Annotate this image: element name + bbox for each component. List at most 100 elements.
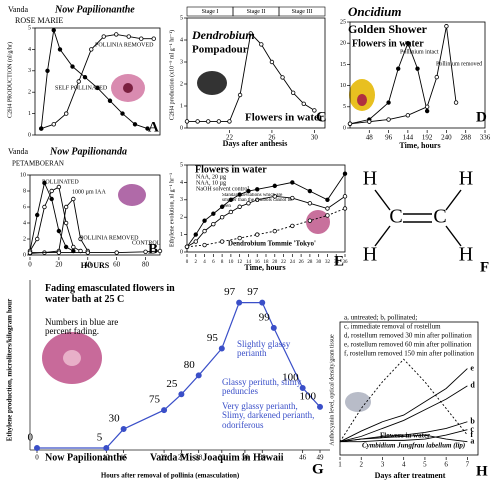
x-tick-label: 96 (385, 134, 393, 142)
annotation: Very glassy perianth, Slimy, darkened pe… (222, 402, 314, 430)
annotation: Slightly glassy perianth (237, 340, 290, 358)
data-point (280, 75, 285, 80)
data-point (42, 204, 47, 210)
data-point (246, 188, 251, 194)
y-tick-label: 3 (180, 197, 183, 203)
flower-photo (123, 83, 133, 93)
annotation: Vanda (8, 5, 28, 14)
x-tick-label: 1 (338, 461, 342, 469)
series-line (339, 421, 468, 443)
data-point (255, 197, 260, 202)
data-point (71, 196, 76, 202)
data-point (396, 66, 401, 71)
data-point (211, 211, 216, 216)
data-point (367, 119, 372, 124)
data-point (107, 98, 113, 103)
panel-label: D (476, 109, 487, 125)
data-point (206, 119, 211, 124)
data-point (157, 248, 163, 254)
bond (445, 225, 462, 247)
x-tick-label: 4 (203, 260, 206, 265)
annotation: Pompadour (192, 44, 248, 56)
x-tick-label: 3 (381, 461, 385, 469)
data-point (342, 194, 348, 199)
x-tick-label: 25 (178, 454, 186, 462)
y-tick-label: 10 (340, 83, 346, 89)
data-point (237, 92, 243, 98)
annotation: Oncidium (348, 4, 401, 19)
y-tick-label: 2 (23, 236, 26, 242)
series-line (339, 385, 468, 443)
data-point (255, 232, 260, 237)
data-point (272, 183, 277, 189)
data-point (219, 214, 225, 220)
legend-entry: e, rostellum removed 60 min after pollin… (344, 341, 472, 349)
series-label: c (470, 425, 474, 434)
x-tick-label: 32 (218, 454, 226, 462)
data-point (342, 171, 348, 176)
data-point (269, 59, 275, 65)
x-axis-label: Time, hours (244, 263, 285, 272)
data-point (95, 85, 100, 91)
data-point (307, 188, 313, 194)
series-line (349, 26, 457, 125)
x-tick-label: 6 (444, 461, 448, 469)
y-tick-label: 2 (180, 81, 183, 87)
x-tick-label: 28 (307, 260, 313, 265)
data-point (103, 444, 110, 451)
annotation: Numbers in blue are percent fading. (45, 318, 119, 337)
data-point (290, 90, 296, 95)
x-tick-label: 26 (299, 260, 305, 265)
flower-photo (306, 210, 330, 234)
stage-box (278, 6, 326, 17)
data-point (272, 228, 277, 234)
y-tick-label: 1 (180, 103, 183, 109)
data-point (42, 180, 47, 186)
data-point (342, 206, 348, 211)
panel-label: G (312, 461, 324, 477)
x-axis-label: Hours after removal of pollinia (emascul… (101, 472, 240, 480)
atom: H (363, 168, 377, 190)
atom: H (459, 168, 473, 190)
data-point (64, 111, 69, 116)
fading-label: 25 (166, 378, 178, 390)
x-tick-label: 48 (366, 134, 374, 142)
data-point (63, 220, 69, 226)
data-point (405, 113, 411, 118)
legend-entry: a, untreated; b, pollinated; (344, 314, 417, 322)
annotation: Vanda Miss Joaquim in Hawaii (150, 452, 284, 463)
x-tick-label: 192 (422, 134, 433, 142)
data-point (56, 184, 62, 190)
series-label: 1000 µm IAA (72, 189, 106, 195)
y-tick-label: 1 (180, 232, 183, 238)
x-tick-label: 20 (55, 261, 63, 269)
y-tick-label: 0 (180, 249, 183, 255)
annotation: Flowers in water (380, 432, 430, 440)
x-tick-label: 20 (272, 260, 278, 265)
data-point (120, 111, 125, 116)
bond (374, 189, 391, 211)
fading-label: 0 (28, 432, 34, 444)
annotation: Now Papilionanthe (54, 4, 135, 15)
data-point (290, 180, 295, 185)
data-point (195, 119, 200, 124)
y-tick-label: 20 (340, 41, 346, 47)
data-point (307, 218, 313, 223)
bond (445, 189, 462, 211)
data-point (63, 204, 69, 210)
x-tick-label: 28 (195, 454, 203, 462)
fading-label: 100 (282, 371, 299, 383)
annotation: Cymbidium Jungfrau labellum (lip) (362, 442, 465, 450)
data-point (35, 236, 40, 242)
data-point (386, 100, 391, 105)
data-point (202, 218, 207, 223)
stage-label: Stage III (292, 9, 313, 15)
x-tick-label: 30 (316, 260, 322, 265)
y-tick-label: 4 (180, 180, 183, 186)
data-point (211, 221, 216, 227)
data-point (202, 228, 207, 234)
data-point (139, 36, 144, 41)
series-label: POLLINIA REMOVED (80, 235, 139, 241)
y-axis-label: Anthocyanin level, optical density/gram … (329, 334, 335, 446)
